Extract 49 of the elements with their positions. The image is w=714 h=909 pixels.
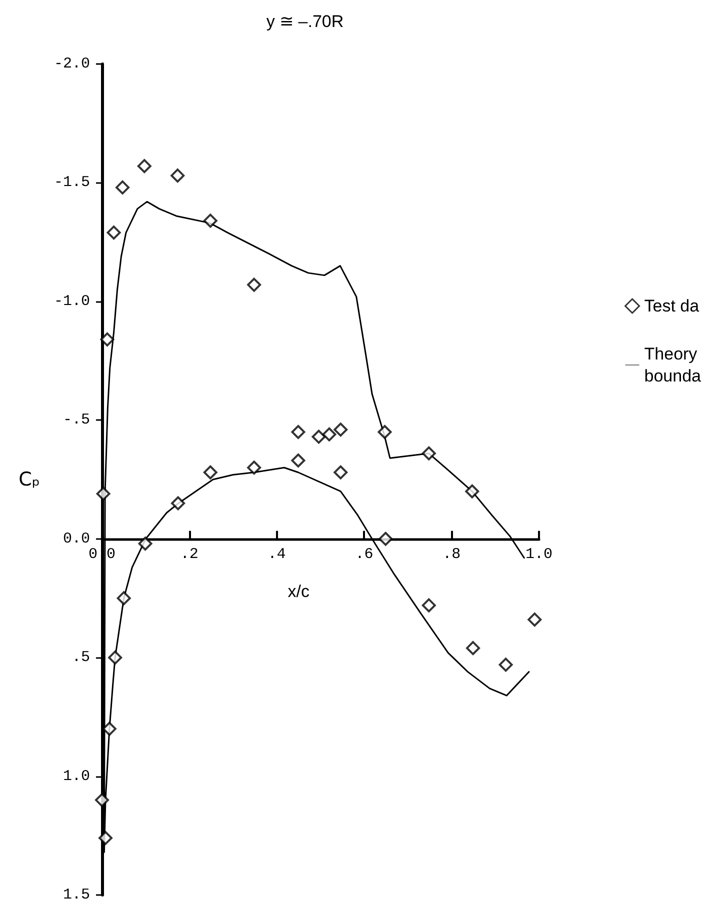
point — [138, 536, 152, 551]
legend-label: Test da — [644, 296, 700, 316]
chart-title: y ≅ –.70R — [266, 12, 344, 31]
point — [96, 486, 110, 501]
y-axis-title: Cₚ — [18, 468, 40, 490]
point — [171, 496, 186, 510]
point — [102, 722, 116, 736]
point — [98, 831, 112, 846]
point — [422, 446, 436, 460]
y-tick-label: 0.0 — [62, 530, 90, 548]
point — [378, 532, 393, 546]
point — [498, 658, 513, 672]
point — [528, 612, 542, 627]
point — [422, 598, 436, 612]
point — [312, 430, 326, 444]
point — [334, 465, 348, 480]
x-tick-label: .6 — [355, 546, 374, 563]
point — [247, 278, 262, 292]
point — [378, 425, 392, 440]
y-tick-label: -1.0 — [54, 292, 90, 310]
point — [100, 332, 114, 346]
point — [291, 454, 306, 468]
point — [106, 226, 121, 240]
point — [116, 180, 130, 194]
y-tick-label: -2.0 — [54, 56, 90, 72]
y-tick-label: .5 — [72, 649, 90, 666]
point — [465, 484, 480, 498]
x-tick-label: .8 — [442, 546, 461, 563]
x-axis-title: x/c — [288, 582, 310, 601]
point — [170, 168, 185, 183]
point — [466, 641, 480, 656]
point — [116, 591, 131, 606]
x-tick-label: .4 — [268, 546, 286, 563]
point — [291, 425, 306, 440]
legend-label: Theory bounda — [644, 344, 702, 386]
y-tick-label: 1.0 — [62, 768, 90, 785]
y-tick-label: -.5 — [62, 412, 90, 429]
y-tick-label: 1.5 — [62, 886, 90, 904]
point — [322, 427, 336, 442]
point — [137, 159, 152, 174]
point — [203, 214, 218, 228]
x-tick-label: 1.0 — [525, 546, 553, 563]
point — [203, 465, 218, 480]
point — [247, 460, 262, 475]
point — [108, 650, 122, 665]
point — [95, 793, 109, 808]
y-tick-label: -1.5 — [54, 174, 90, 192]
point — [334, 422, 348, 437]
x-tick-label: .2 — [180, 546, 198, 563]
